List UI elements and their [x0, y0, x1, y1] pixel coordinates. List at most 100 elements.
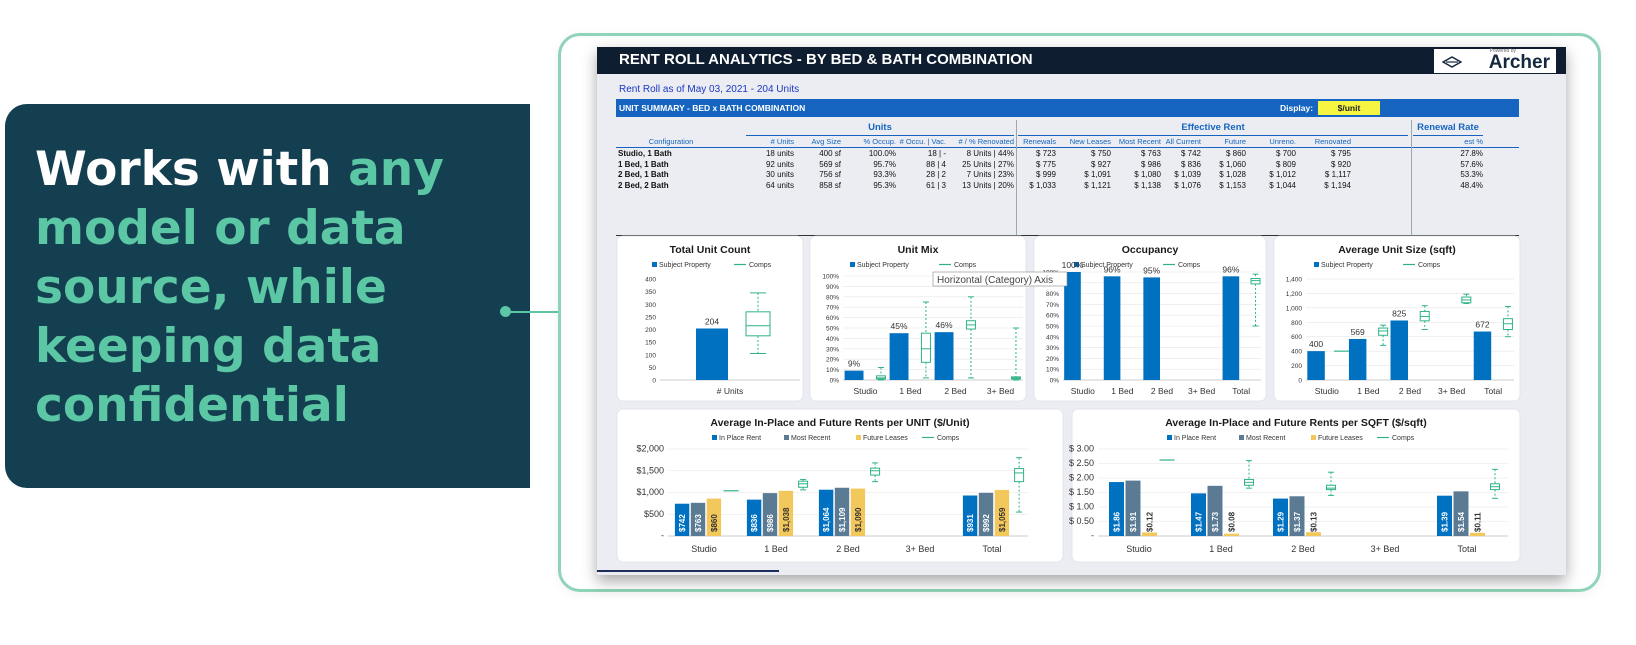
comps-box — [1250, 277, 1261, 285]
chart-bar — [762, 493, 778, 536]
x-tick-label: 1 Bed — [1209, 544, 1233, 554]
table-cell: 13 Units | 20% — [962, 180, 1014, 190]
chart-bar — [1437, 495, 1452, 536]
chart-bar — [1103, 276, 1121, 380]
y-tick-label: 30% — [826, 346, 839, 353]
table-cell: 61 | 3 — [926, 180, 946, 190]
chart-bar — [746, 499, 762, 536]
data-label: $1.39 — [1441, 511, 1450, 532]
table-cell: $ 809 — [1275, 159, 1296, 169]
table-cell: $ 836 — [1180, 159, 1201, 169]
y-tick-label: 1,200 — [1286, 291, 1303, 298]
archer-logo-icon — [1442, 56, 1462, 68]
chart-bar — [850, 488, 866, 536]
chart-0: Total Unit Count Subject Property Comps 0 50… — [616, 235, 804, 402]
callout-headline: Works with any model or data source, whi… — [35, 140, 505, 435]
table-cell: 30 units — [765, 170, 794, 179]
chart-2: Occupancy Subject Property Comps 0% 10% 20% 30… — [1033, 235, 1267, 402]
x-tick-label: 1 Bed — [1357, 386, 1379, 396]
group-underline — [1413, 135, 1483, 136]
chart-title: Unit Mix — [898, 244, 939, 256]
y-tick-label: 10% — [826, 367, 839, 374]
chart-bar — [1125, 480, 1141, 536]
x-tick-label: Total — [982, 544, 1001, 554]
x-tick-label: 2 Bed — [1399, 386, 1421, 396]
table-row: Studio, 1 Bath 18 units 400 sf 100.0% 18 | -… — [616, 149, 1519, 160]
y-tick-label: $ 1.50 — [1069, 487, 1094, 497]
table-cell: 28 | 2 — [926, 170, 946, 179]
legend-swatch — [1167, 435, 1172, 440]
sheet-scrollbar[interactable] — [597, 570, 779, 572]
chart-bar — [1142, 532, 1157, 536]
table-cell: $ 1,121 — [1084, 180, 1111, 190]
data-label: $992 — [982, 514, 991, 532]
column-header: Unreno. — [1269, 137, 1296, 146]
x-tick-label: 1 Bed — [899, 386, 921, 396]
y-tick-label: 20% — [826, 357, 839, 364]
data-label: $931 — [966, 514, 975, 532]
y-tick-label: 40% — [826, 336, 839, 343]
comps-box — [920, 332, 931, 363]
y-tick-label: 70% — [1046, 302, 1059, 309]
column-header-underline — [616, 147, 1519, 148]
chart-bar — [994, 489, 1010, 536]
table-cell: $ 1,039 — [1174, 170, 1201, 179]
x-tick-label: 2 Bed — [1151, 386, 1173, 396]
y-tick-label: 400 — [1291, 349, 1302, 356]
group-header-renewal-rate: Renewal Rate — [1417, 122, 1479, 133]
y-tick-label: 70% — [826, 305, 839, 312]
chart-bar — [1390, 320, 1408, 380]
table-cell: $ 1,117 — [1324, 170, 1351, 179]
data-label: $1.73 — [1211, 511, 1220, 532]
table-cell: 2 Bed, 1 Bath — [618, 170, 669, 179]
legend-swatch — [652, 262, 657, 267]
column-separator — [1016, 120, 1017, 247]
brand-powered-by: Powered by — [1489, 48, 1516, 54]
comps-box — [875, 375, 886, 380]
table-cell: $ 1,044 — [1269, 180, 1296, 190]
unit-summary-title: UNIT SUMMARY - BED x BATH COMBINATION — [619, 103, 806, 113]
display-selector[interactable]: $/unit — [1318, 101, 1380, 115]
table-cell: $ 1,028 — [1219, 170, 1246, 179]
chart-bar — [1109, 482, 1124, 536]
legend-label: Most Recent — [1246, 435, 1285, 442]
chart-bar — [1273, 498, 1288, 536]
x-tick-label: 2 Bed — [944, 386, 966, 396]
y-tick-label: 50% — [826, 326, 839, 333]
table-cell: 7 Units | 23% — [966, 170, 1014, 179]
column-header: Future — [1224, 137, 1246, 146]
table-cell: 1 Bed, 1 Bath — [618, 159, 669, 169]
data-label: $1.54 — [1457, 511, 1466, 532]
sheet-title: RENT ROLL ANALYTICS - BY BED & BATH COMB… — [619, 51, 1033, 68]
column-header: New Leases — [1069, 137, 1111, 146]
comps-box — [870, 467, 881, 476]
x-tick-label: 3+ Bed — [987, 386, 1014, 396]
table-cell: 53.3% — [1460, 170, 1483, 179]
data-label: 569 — [1351, 327, 1365, 337]
column-header: # Units — [770, 137, 794, 146]
y-tick-label: 0 — [652, 378, 656, 385]
y-tick-label: - — [661, 531, 664, 541]
column-header: Renewals — [1023, 137, 1056, 146]
table-cell: 858 sf — [819, 180, 841, 190]
legend-label: Comps — [954, 262, 977, 269]
chart-bar — [1348, 338, 1367, 380]
chart-bar — [889, 333, 909, 380]
chart-bar — [1224, 533, 1239, 536]
chart-bar — [1064, 272, 1081, 380]
chart-bar — [818, 489, 834, 536]
x-tick-label: 2 Bed — [1291, 544, 1315, 554]
y-tick-label: $2,000 — [636, 444, 664, 454]
comps-box — [745, 311, 771, 337]
callout-line-2: model or data — [35, 201, 406, 256]
legend-swatch — [1239, 435, 1244, 440]
table-cell: $ 1,080 — [1134, 170, 1161, 179]
chart-bar — [1191, 493, 1206, 536]
feature-callout: Works with any model or data source, whi… — [5, 104, 530, 488]
y-tick-label: $ 2.50 — [1069, 458, 1094, 468]
table-row: 2 Bed, 2 Bath 64 units 858 sf 95.3% 61 | 3 13… — [616, 181, 1519, 192]
legend-label: Comps — [749, 262, 772, 269]
legend-label: Comps — [1178, 262, 1201, 269]
x-tick-label: Studio — [691, 544, 717, 554]
comps-box — [1378, 327, 1389, 336]
